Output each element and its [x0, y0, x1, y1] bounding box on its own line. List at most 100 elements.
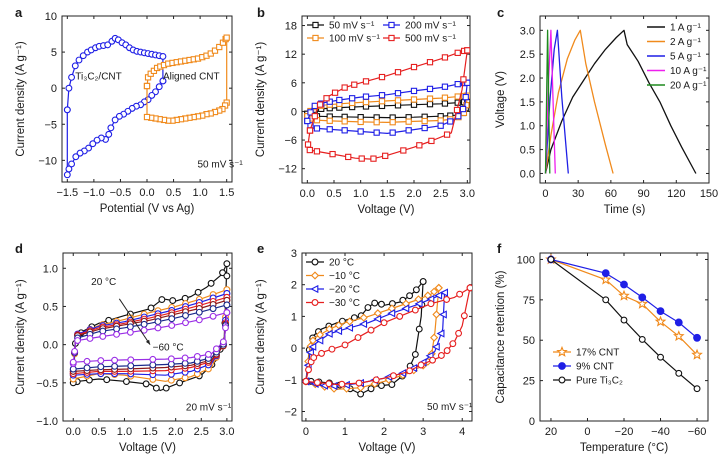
- y-tick-label: 0: [291, 343, 297, 355]
- data-point: [411, 350, 419, 358]
- panel-letter: a: [15, 5, 23, 20]
- data-point: [154, 318, 162, 326]
- plot-frame: [539, 15, 710, 184]
- series-c-0: [544, 29, 697, 174]
- x-tick-label: −20: [615, 426, 634, 438]
- x-tick-label: 2: [381, 426, 387, 438]
- panel-letter: c: [497, 5, 504, 20]
- data-point: [83, 364, 91, 372]
- data-point: [86, 335, 94, 342]
- series-b-2: [304, 79, 470, 136]
- data-point: [636, 297, 649, 309]
- data-point: [380, 319, 388, 327]
- data-point: [326, 126, 333, 133]
- data-point: [324, 329, 333, 338]
- panel-c: c 0 30 60 90 120 150 3.0 2.5 2.0 1.5 1.0 0.5 0.0 Time …: [495, 5, 718, 216]
- data-point: [378, 300, 385, 308]
- data-point: [71, 347, 79, 355]
- x-tick-label: 0: [584, 426, 590, 438]
- data-point: [362, 78, 370, 85]
- data-point: [341, 84, 348, 91]
- data-point: [674, 318, 683, 327]
- y-tick-label: 18: [285, 21, 297, 33]
- data-point: [371, 299, 379, 307]
- plot-area: [63, 34, 230, 179]
- data-point: [428, 137, 435, 145]
- x-tick-label: 1: [342, 426, 348, 438]
- data-point: [223, 272, 231, 280]
- y-tick-label: 0: [51, 83, 57, 95]
- y-tick-label: 5: [51, 47, 57, 59]
- y-tick-label: 12: [285, 49, 297, 61]
- data-point: [302, 377, 310, 385]
- data-point: [212, 345, 220, 353]
- data-point: [378, 98, 386, 105]
- data-point: [691, 348, 703, 360]
- plot-frame: [539, 252, 709, 422]
- data-point: [176, 379, 184, 387]
- data-point: [430, 333, 439, 342]
- data-point: [155, 83, 163, 91]
- x-tick-label: −40: [651, 426, 670, 438]
- data-point: [167, 355, 175, 363]
- data-point: [620, 280, 628, 289]
- data-point: [455, 329, 463, 337]
- data-point: [378, 73, 386, 81]
- series-line: [544, 29, 556, 174]
- plot-frame: [62, 252, 233, 422]
- legend-marker: [311, 299, 319, 306]
- y-axis-label: Voltage (V): [495, 71, 507, 128]
- data-point: [547, 256, 555, 263]
- legend-label: 20 °C: [329, 258, 354, 269]
- legend-marker: [312, 34, 319, 42]
- data-point: [354, 334, 362, 341]
- panel-d: d 0.0 0.5 1.0 1.5 2.0 2.5 3.0 1.0 0.5 0.0 −0.5 −1.0 V…: [15, 241, 235, 454]
- data-point: [313, 125, 321, 132]
- data-point: [93, 136, 101, 144]
- data-point: [65, 84, 73, 92]
- data-point: [89, 140, 97, 148]
- data-point: [311, 102, 318, 110]
- data-point: [373, 309, 382, 318]
- data-point: [431, 342, 440, 351]
- data-point: [419, 278, 427, 285]
- data-point: [83, 357, 91, 365]
- x-tick-label: 20: [545, 426, 557, 438]
- data-point: [427, 300, 435, 308]
- data-point: [306, 146, 313, 154]
- y-tick-label: 2.5: [520, 49, 535, 61]
- annotation: 50 mV s⁻¹: [427, 402, 473, 413]
- series-line: [306, 49, 468, 160]
- data-point: [400, 147, 407, 154]
- data-point: [310, 354, 318, 362]
- data-point: [334, 321, 343, 330]
- x-tick-label: 3: [420, 426, 426, 438]
- data-point: [345, 323, 354, 332]
- x-tick-label: 4: [459, 426, 465, 438]
- data-point: [351, 81, 358, 88]
- data-point: [410, 63, 418, 71]
- legend-label: 1 A g⁻¹: [670, 23, 702, 34]
- data-point: [417, 361, 425, 369]
- data-point: [372, 376, 380, 384]
- series-c-3: [544, 29, 556, 174]
- data-point: [441, 94, 449, 101]
- data-point: [127, 356, 135, 364]
- data-point: [693, 333, 701, 342]
- plot-area: [302, 278, 472, 398]
- data-point: [204, 350, 212, 358]
- data-point: [426, 85, 434, 93]
- y-axis-label: Current density (A g⁻¹): [15, 41, 27, 157]
- data-point: [429, 356, 436, 364]
- data-point: [122, 378, 130, 385]
- data-point: [323, 95, 330, 102]
- data-point: [107, 124, 115, 132]
- data-point: [396, 312, 404, 320]
- y-tick-label: 50: [523, 335, 535, 347]
- legend-label: −20 °C: [329, 285, 360, 296]
- data-point: [97, 363, 105, 371]
- x-tick-label: 0.0: [300, 188, 315, 200]
- data-point: [168, 322, 176, 329]
- data-point: [126, 323, 134, 331]
